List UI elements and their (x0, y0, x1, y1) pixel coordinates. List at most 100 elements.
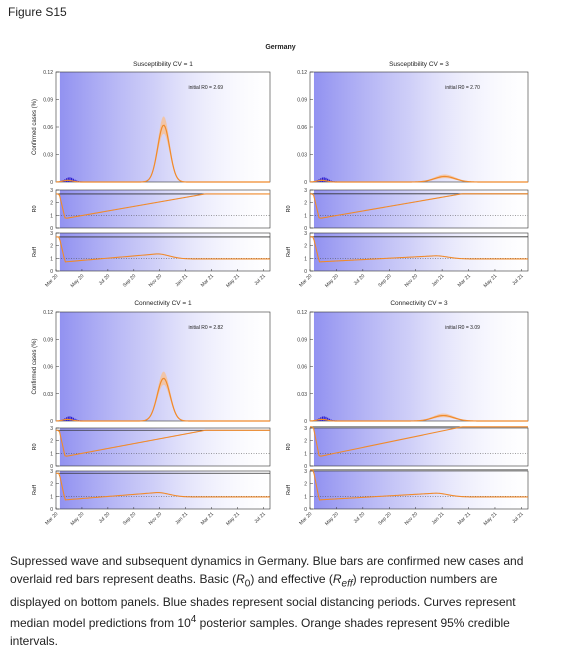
subplot-4: Connectivity CV = 3 0.12 0.09 0.06 0.03 0 init… (286, 300, 529, 527)
xtick-label: Sep 20 (122, 511, 138, 527)
cases-ytick-label: 0 (50, 419, 53, 425)
case-bar (325, 177, 327, 182)
reff-axes-box (55, 470, 271, 510)
social-distancing-shade (59, 312, 271, 421)
r0-ytick-label: 0 (50, 464, 53, 470)
reff-ytick-label: 1 (304, 256, 307, 262)
case-bar (72, 178, 74, 182)
subplot-title: Susceptibility CV = 3 (389, 61, 449, 68)
xtick-label: Jul 20 (353, 511, 367, 525)
r0-ytick-label: 3 (304, 188, 307, 194)
xtick-label: Jul 21 (511, 273, 525, 287)
r0-ytick-label: 2 (50, 439, 53, 445)
cases-ytick-label: 0.12 (43, 70, 53, 76)
cases-ytick-label: 0.12 (297, 70, 307, 76)
credible-band (56, 116, 270, 182)
reff-ylabel: Reff (32, 485, 38, 495)
cases-ytick-label: 0.03 (43, 153, 53, 159)
reff-axes-box (55, 232, 271, 272)
reff-shade (59, 471, 271, 509)
case-bar (328, 179, 330, 182)
reff-ytick-label: 3 (50, 231, 53, 237)
initial-r0-annotation: initial R0 = 3.09 (445, 325, 480, 331)
r0-ytick-label: 2 (50, 201, 53, 207)
cases-ylabel: Confirmed cases (%) (32, 338, 38, 394)
xtick-label: Jul 20 (98, 511, 112, 525)
xtick-label: May 21 (225, 273, 241, 289)
r0-curve (56, 193, 270, 219)
model-curve (309, 175, 528, 183)
case-bar (72, 417, 74, 421)
cases-ytick-label: 0.09 (297, 337, 307, 343)
reff-curve (56, 472, 270, 501)
r0-axes-box (309, 189, 529, 229)
case-bar (327, 178, 329, 182)
r0-curve (310, 426, 528, 457)
reff-ylabel: Reff (286, 485, 292, 495)
r0-shade (59, 428, 271, 466)
caption-reff: R (332, 572, 342, 586)
r0-ytick-label: 1 (304, 451, 307, 457)
xtick-label: Nov 20 (404, 273, 420, 289)
cases-ytick-label: 0.09 (43, 98, 53, 104)
reff-ytick-label: 2 (304, 482, 307, 488)
caption-r0-sub: 0 (244, 578, 251, 590)
xtick-label: May 21 (225, 511, 241, 527)
r0-ylabel: R0 (286, 443, 292, 450)
reff-ylabel: Reff (286, 247, 292, 257)
xtick-label: Mar 20 (44, 273, 59, 288)
cases-ytick-label: 0.03 (297, 392, 307, 398)
model-curve (309, 414, 528, 422)
r0-ytick-label: 3 (304, 426, 307, 432)
xtick-label: May 21 (483, 273, 499, 289)
xtick-label: Sep 20 (122, 273, 138, 289)
initial-r0-annotation: initial R0 = 2.70 (445, 85, 480, 91)
reff-ytick-label: 2 (50, 244, 53, 250)
caption-r0: R (236, 572, 245, 586)
case-bar (71, 177, 73, 182)
reff-curve (56, 236, 270, 263)
case-bar (74, 179, 76, 182)
case-bar (74, 418, 76, 421)
cases-ytick-label: 0.06 (43, 125, 53, 131)
cases-ytick-label: 0.12 (43, 310, 53, 316)
reff-axes-box (309, 232, 529, 272)
r0-axes-box (309, 427, 529, 467)
subplot-3: Connectivity CV = 1 0.12 0.09 0.06 0.03 0 Conf… (32, 300, 271, 527)
reff-shade (59, 233, 271, 271)
reff-ytick-label: 0 (50, 507, 53, 513)
reff-axes-box (309, 470, 529, 510)
reff-ytick-label: 2 (50, 482, 53, 488)
cases-ytick-label: 0.12 (297, 310, 307, 316)
r0-ytick-label: 1 (50, 213, 53, 219)
subplot-title: Connectivity CV = 3 (390, 300, 448, 307)
xtick-label: Mar 20 (44, 511, 59, 526)
xtick-label: Jan 21 (431, 511, 446, 526)
xtick-label: May 20 (70, 511, 86, 527)
xtick-label: May 20 (70, 273, 86, 289)
r0-ytick-label: 1 (304, 213, 307, 219)
case-bar (321, 416, 324, 421)
caption-reff-sub: eff (341, 578, 353, 590)
xtick-label: Jan 21 (174, 273, 189, 288)
xtick-label: Jul 21 (253, 511, 267, 525)
cases-ytick-label: 0.06 (297, 365, 307, 371)
xtick-label: Mar 21 (457, 511, 472, 526)
subplot-2: Susceptibility CV = 3 0.12 0.09 0.06 0.03 0 in… (286, 61, 529, 289)
cases-ytick-label: 0 (304, 180, 307, 186)
caption-part-3: ) reproduction numbers are displayed on … (10, 572, 516, 631)
xtick-label: Sep 20 (377, 511, 393, 527)
reff-ytick-label: 1 (50, 256, 53, 262)
r0-ylabel: R0 (286, 205, 292, 212)
xtick-label: May 20 (324, 511, 340, 527)
subplot-1: Susceptibility CV = 1 0.12 0.09 0.06 0.03 0 Co… (32, 61, 271, 289)
xtick-label: May 21 (483, 511, 499, 527)
xtick-label: Jul 21 (253, 273, 267, 287)
cases-ytick-label: 0.03 (43, 392, 53, 398)
r0-ylabel: R0 (32, 443, 38, 450)
reff-ytick-label: 1 (50, 494, 53, 500)
xtick-label: May 20 (324, 273, 340, 289)
reff-ytick-label: 0 (304, 507, 307, 513)
xtick-label: Mar 21 (200, 273, 215, 288)
xtick-label: Jul 20 (353, 273, 367, 287)
